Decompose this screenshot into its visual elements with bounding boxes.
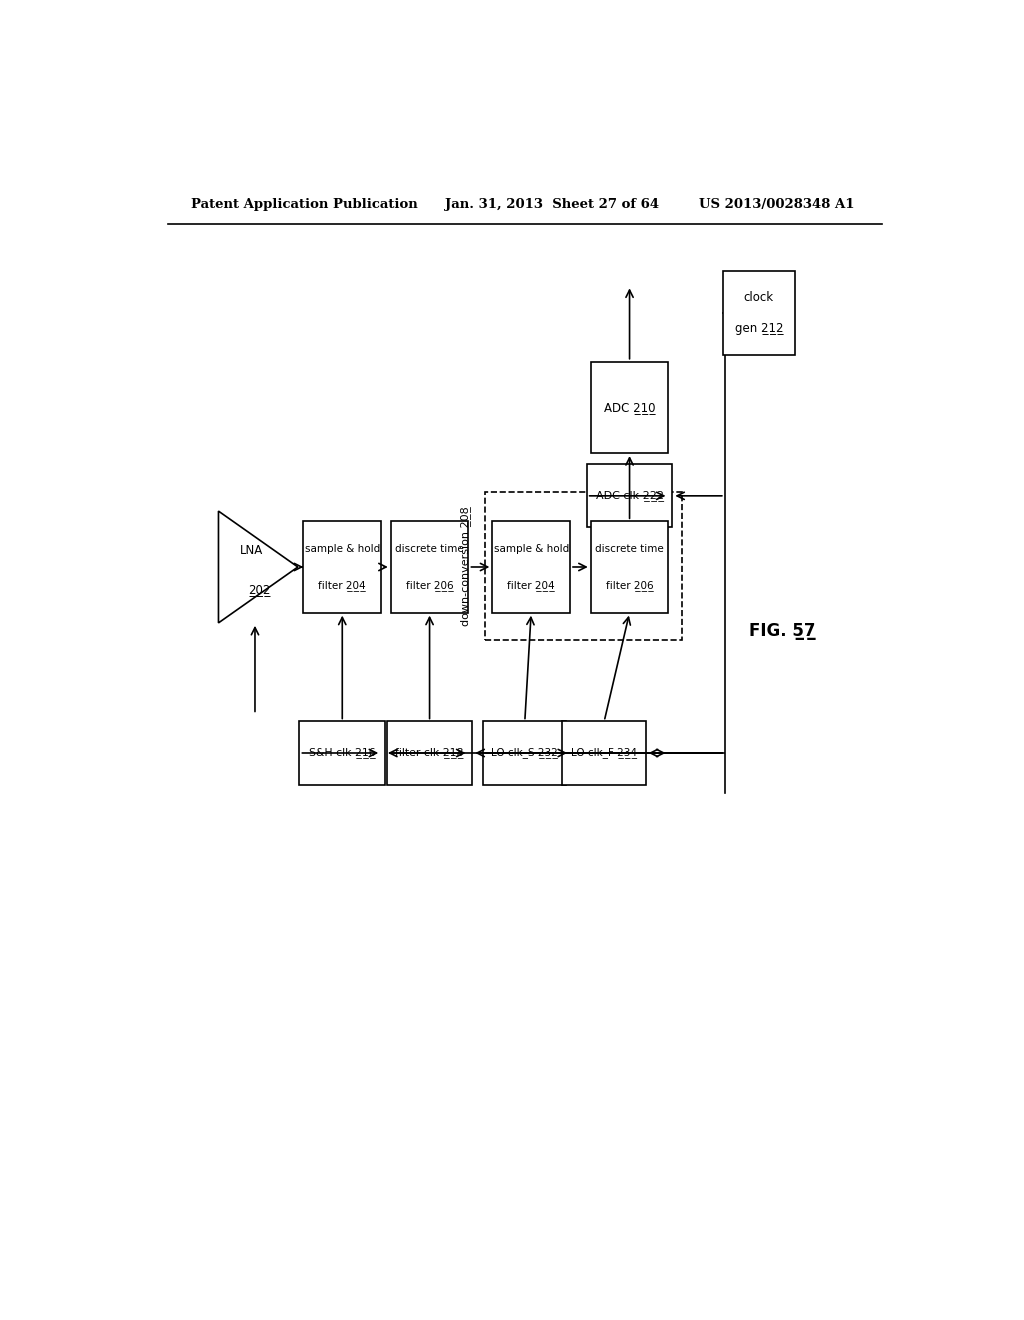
Text: ADC 2̲1̲0̲: ADC 2̲1̲0̲ [604, 401, 655, 414]
Text: discrete time: discrete time [395, 544, 464, 553]
Bar [493, 521, 570, 612]
Text: LO clk_F 2̲3̲4̲: LO clk_F 2̲3̲4̲ [571, 747, 637, 759]
Bar [299, 722, 385, 784]
Text: sample & hold: sample & hold [305, 544, 380, 553]
Text: discrete time: discrete time [595, 544, 664, 553]
Text: Jan. 31, 2013  Sheet 27 of 64: Jan. 31, 2013 Sheet 27 of 64 [445, 198, 659, 211]
Text: clock: clock [743, 292, 774, 304]
Text: LO clk_S 2̲3̲2̲: LO clk_S 2̲3̲2̲ [492, 747, 558, 759]
Text: gen 2̲1̲2̲: gen 2̲1̲2̲ [734, 322, 783, 335]
Bar [483, 722, 566, 784]
Text: filter 2̲0̲6̲: filter 2̲0̲6̲ [606, 579, 653, 591]
Text: ADC clk 2̲2̲2̲: ADC clk 2̲2̲2̲ [596, 491, 664, 502]
Bar [587, 465, 673, 528]
Bar [591, 521, 669, 612]
Bar [387, 722, 472, 784]
Text: filter clk 2̲1̲8̲: filter clk 2̲1̲8̲ [395, 747, 464, 759]
Text: Patent Application Publication: Patent Application Publication [191, 198, 418, 211]
Bar [485, 492, 682, 640]
Text: FIG. 5̲7̲: FIG. 5̲7̲ [750, 622, 816, 640]
Bar [723, 271, 795, 355]
Text: US 2013/0028348 A1: US 2013/0028348 A1 [699, 198, 855, 211]
Text: filter 2̲0̲4̲: filter 2̲0̲4̲ [507, 579, 555, 591]
Text: 2̲0̲2̲: 2̲0̲2̲ [249, 583, 271, 595]
Text: S&H clk 2̲1̲6̲: S&H clk 2̲1̲6̲ [309, 747, 376, 759]
Bar [591, 362, 669, 453]
Text: LNA: LNA [240, 544, 262, 557]
Text: filter 2̲0̲6̲: filter 2̲0̲6̲ [406, 579, 454, 591]
Bar [303, 521, 381, 612]
Bar [391, 521, 468, 612]
Bar [562, 722, 646, 784]
Text: down-conversion 2̲0̲8̲: down-conversion 2̲0̲8̲ [460, 506, 471, 626]
Text: sample & hold: sample & hold [494, 544, 568, 553]
Text: filter 2̲0̲4̲: filter 2̲0̲4̲ [318, 579, 367, 591]
